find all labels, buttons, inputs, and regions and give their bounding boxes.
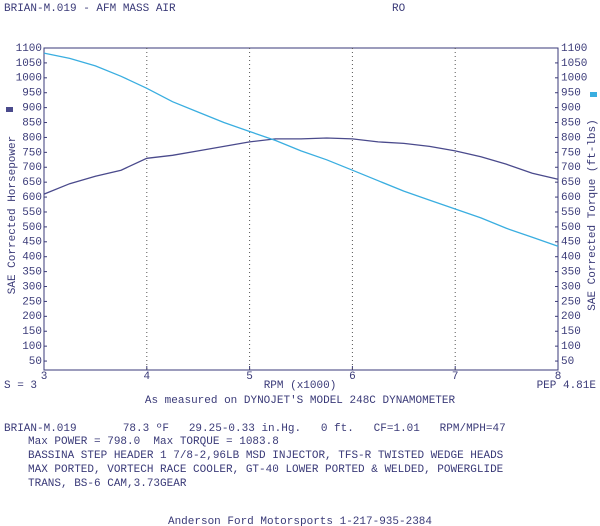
y2-tick-label: 1000	[561, 73, 587, 85]
y-tick-label: 50	[29, 356, 42, 368]
right-note: PEP 4.81E	[537, 380, 597, 392]
y2-tick-label: 400	[561, 252, 581, 264]
y-tick-label: 1100	[16, 43, 42, 55]
y2-tick-label: 600	[561, 192, 581, 204]
y-tick-label: 500	[22, 222, 42, 234]
y-tick-label: 650	[22, 177, 42, 189]
y-axis-title: SAE Corrected Horsepower	[7, 136, 19, 294]
y2-tick-label: 50	[561, 356, 574, 368]
y-tick-label: 450	[22, 237, 42, 249]
y-tick-label: 600	[22, 192, 42, 204]
y-tick-label: 250	[22, 296, 42, 308]
y-tick-label: 700	[22, 162, 42, 174]
caption: As measured on DYNOJET'S MODEL 248C DYNA…	[145, 395, 456, 407]
y2-tick-label: 750	[561, 147, 581, 159]
y2-tick-label: 450	[561, 237, 581, 249]
axis-swatch	[6, 107, 13, 112]
y-tick-label: 750	[22, 147, 42, 159]
series-line	[43, 137, 559, 195]
chart-title: BRIAN-M.019 - AFM MASS AIR	[4, 3, 176, 15]
axis-swatch	[590, 92, 597, 97]
x-tick-label: 6	[349, 371, 356, 383]
note: MAX PORTED, VORTECH RACE COOLER, GT-40 L…	[28, 464, 504, 476]
note: BASSINA STEP HEADER 1 7/8-2,96LB MSD INJ…	[28, 450, 504, 462]
note: TRANS, BS-6 CAM,3.73GEAR	[28, 478, 187, 490]
y-tick-label: 800	[22, 132, 42, 144]
y-tick-label: 400	[22, 252, 42, 264]
chart-subtitle: RO	[392, 3, 406, 15]
footer: Anderson Ford Motorsports 1-217-935-2384	[168, 516, 432, 526]
x-tick-label: 3	[41, 371, 48, 383]
y-tick-label: 100	[22, 341, 42, 353]
x-tick-label: 7	[452, 371, 459, 383]
y-tick-label: 350	[22, 267, 42, 279]
y-tick-label: 150	[22, 326, 42, 338]
y-tick-label: 550	[22, 207, 42, 219]
y2-tick-label: 150	[561, 326, 581, 338]
y2-tick-label: 250	[561, 296, 581, 308]
y2-tick-label: 650	[561, 177, 581, 189]
y2-tick-label: 300	[561, 281, 581, 293]
y2-tick-label: 850	[561, 117, 581, 129]
plot-frame	[43, 47, 559, 371]
left-note: S = 3	[4, 380, 37, 392]
y2-tick-label: 550	[561, 207, 581, 219]
x-tick-label: 4	[143, 371, 150, 383]
note: Max POWER = 798.0 Max TORQUE = 1083.8	[28, 436, 279, 448]
y2-axis-title: SAE Corrected Torque (ft-lbs)	[587, 119, 599, 310]
y2-tick-label: 900	[561, 103, 581, 115]
y2-tick-label: 700	[561, 162, 581, 174]
note: BRIAN-M.019 78.3 ºF 29.25-0.33 in.Hg. 0 …	[4, 423, 506, 435]
y2-tick-label: 1050	[561, 58, 587, 70]
x-tick-label: 5	[246, 371, 253, 383]
y2-tick-label: 500	[561, 222, 581, 234]
y2-tick-label: 100	[561, 341, 581, 353]
y2-tick-label: 1100	[561, 43, 587, 55]
y-tick-label: 950	[22, 88, 42, 100]
y2-tick-label: 350	[561, 267, 581, 279]
x-axis-title: RPM (x1000)	[264, 380, 337, 392]
y2-tick-label: 800	[561, 132, 581, 144]
series-line	[43, 52, 559, 247]
y-tick-label: 1050	[16, 58, 42, 70]
y2-tick-label: 950	[561, 88, 581, 100]
y-tick-label: 1000	[16, 73, 42, 85]
y-tick-label: 200	[22, 311, 42, 323]
x-tick-label: 8	[555, 371, 562, 383]
y-tick-label: 300	[22, 281, 42, 293]
y-tick-label: 850	[22, 117, 42, 129]
y-tick-label: 900	[22, 103, 42, 115]
y2-tick-label: 200	[561, 311, 581, 323]
